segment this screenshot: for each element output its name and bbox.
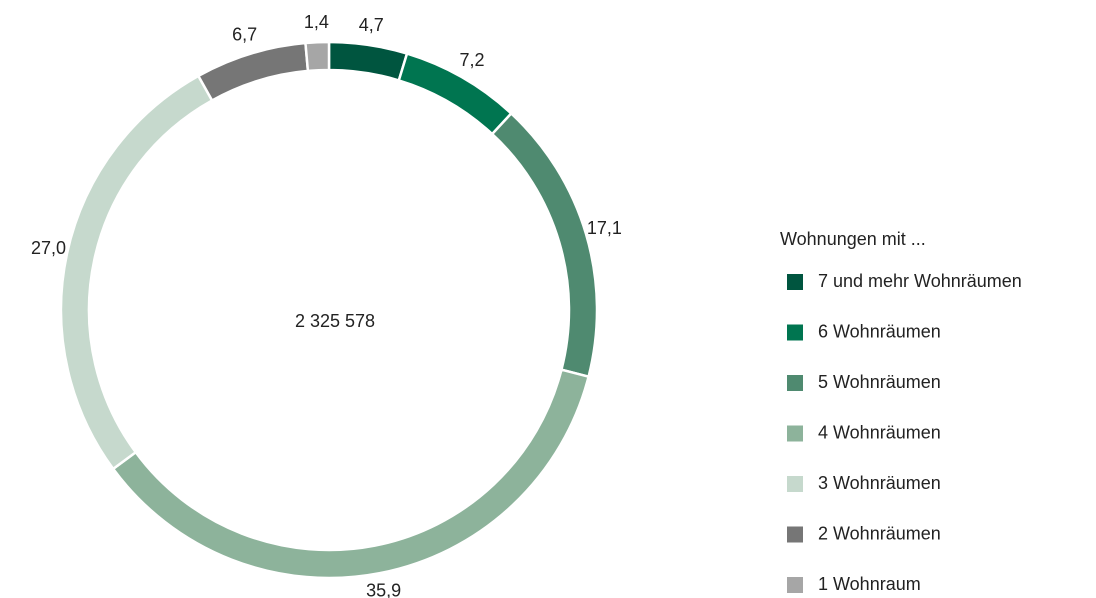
data-label: 27,0 (31, 238, 66, 258)
center-label: 2 325 578 (295, 311, 375, 331)
legend-label: 5 Wohnräumen (818, 372, 941, 392)
data-label: 35,9 (366, 580, 401, 598)
legend-swatch (787, 324, 803, 341)
legend-label: 1 Wohnraum (818, 574, 921, 594)
donut-segment (397, 52, 513, 136)
legend-title: Wohnungen mit ... (780, 229, 926, 249)
legend-swatch (787, 476, 803, 492)
data-label: 7,2 (459, 50, 484, 70)
legend-swatch (787, 526, 803, 543)
donut-segment (304, 40, 331, 73)
donut-segment (59, 74, 214, 471)
data-label: 17,1 (587, 218, 622, 238)
legend-label: 6 Wohnräumen (818, 321, 941, 341)
data-label: 6,7 (232, 24, 257, 44)
legend-label: 4 Wohnräumen (818, 422, 941, 442)
donut-segment (196, 41, 310, 103)
donut-segment (327, 40, 409, 82)
legend-swatch (787, 577, 803, 593)
legend-label: 3 Wohnräumen (818, 473, 941, 493)
data-label: 1,4 (304, 12, 329, 32)
legend-swatch (787, 274, 803, 290)
legend-swatch (787, 375, 803, 391)
data-label: 4,7 (359, 15, 384, 35)
donut-segment (111, 368, 591, 580)
donut-segment (490, 111, 599, 379)
legend-label: 7 und mehr Wohnräumen (818, 271, 1022, 291)
legend-swatch (787, 425, 803, 442)
legend-label: 2 Wohnräumen (818, 523, 941, 543)
